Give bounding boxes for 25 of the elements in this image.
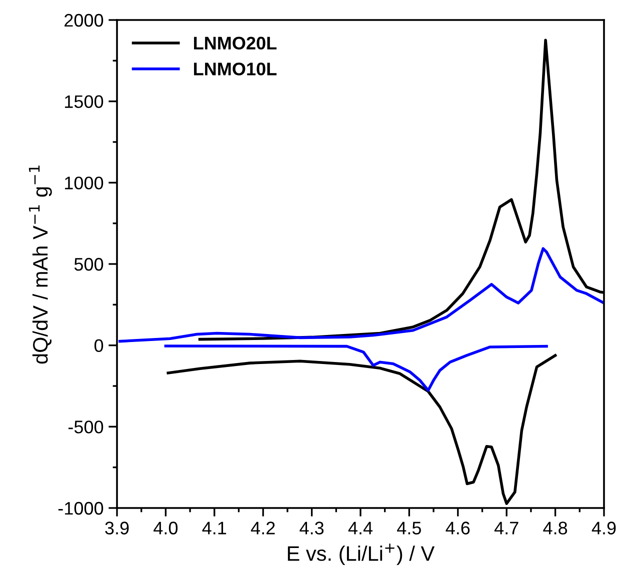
x-tick-label: 4.9	[592, 522, 616, 534]
y-tick-label: 500	[74, 258, 104, 271]
line-series	[118, 247, 604, 343]
y-tick-label: 0	[94, 339, 104, 352]
x-tick-label: 4.6	[446, 522, 470, 534]
x-tick-label: 4.3	[300, 522, 324, 534]
legend-label: LNMO10L	[194, 62, 277, 76]
y-tick-label: -500	[68, 420, 104, 434]
x-tick-label: 4.1	[202, 522, 226, 534]
y-axis-title: dQ/dV / mAh V$^{−1}$ g$^{−1}$	[28, 166, 52, 364]
y-tick-label: 2000	[64, 14, 104, 27]
x-tick-label: 4.2	[250, 522, 275, 534]
x-tick-label: 4.7	[494, 522, 518, 534]
x-tick-label: 4.0	[154, 522, 178, 534]
y-tick-label: 1500	[65, 95, 104, 108]
x-tick-label: 4.5	[397, 522, 421, 534]
line-series	[166, 354, 557, 505]
x-tick-label: 4.8	[543, 522, 568, 534]
x-tick-label: 4.4	[348, 522, 373, 534]
x-axis-title: E vs. (Li/Li$^{+}$) / V	[288, 544, 435, 566]
y-tick-label: -1000	[58, 502, 104, 515]
x-tick-label: 3.9	[105, 522, 129, 534]
legend-label: LNMO20L	[194, 36, 277, 50]
y-tick-label: 1000	[65, 176, 104, 190]
line-series	[164, 344, 548, 392]
